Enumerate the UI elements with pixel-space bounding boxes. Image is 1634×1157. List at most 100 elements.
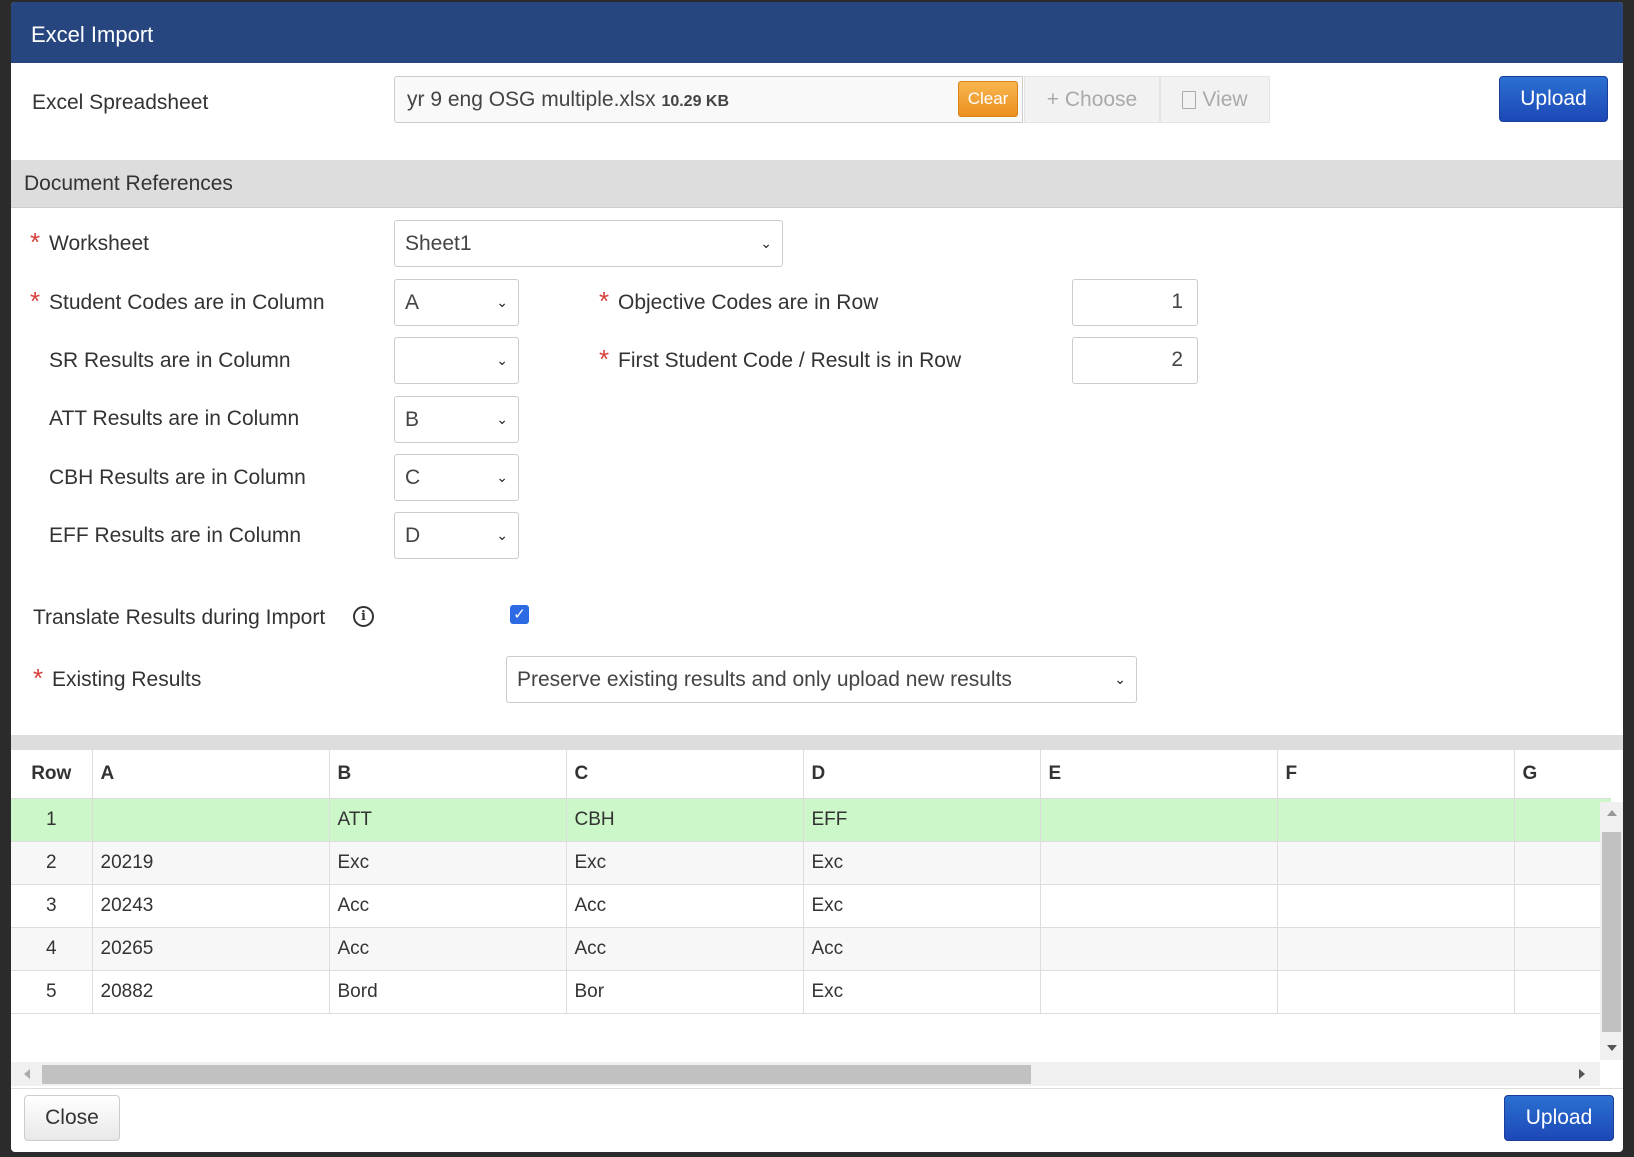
cbh-select[interactable]: C ⌄	[394, 454, 519, 501]
scroll-right-icon[interactable]	[1579, 1069, 1585, 1079]
file-name: yr 9 eng OSG multiple.xlsx	[407, 88, 656, 111]
table-cell: Exc	[329, 841, 567, 885]
upload-top-button[interactable]: Upload	[1499, 76, 1608, 122]
table-cell: 20265	[92, 927, 330, 971]
column-header[interactable]: A	[92, 750, 330, 799]
spreadsheet-label: Excel Spreadsheet	[32, 91, 209, 114]
horizontal-scroll-thumb[interactable]	[42, 1065, 1031, 1084]
dialog-title: Excel Import	[11, 2, 1623, 63]
preview-table: Row A B C D E F G 1 ATT CBH EFF 2 20219 Exc Exc…	[11, 750, 1611, 1014]
table-row[interactable]: 1 ATT CBH EFF	[11, 798, 1611, 842]
column-header[interactable]: B	[329, 750, 567, 799]
table-cell	[1277, 970, 1515, 1014]
view-label: View	[1202, 87, 1248, 111]
table-cell: 20219	[92, 841, 330, 885]
first-student-row-label: * First Student Code / Result is in Row	[599, 344, 962, 374]
file-display: yr 9 eng OSG multiple.xlsx 10.29 KB Clea…	[394, 76, 1023, 123]
translate-label: Translate Results during Import	[33, 606, 326, 629]
table-cell	[1040, 927, 1278, 971]
table-cell	[1277, 927, 1515, 971]
required-icon: *	[30, 227, 41, 257]
table-cell: EFF	[803, 798, 1041, 842]
cbh-label: CBH Results are in Column	[49, 466, 306, 489]
chevron-down-icon: ⌄	[496, 294, 508, 310]
objective-row-input[interactable]: 1	[1072, 279, 1198, 326]
worksheet-label: * Worksheet	[30, 227, 149, 257]
eff-select[interactable]: D ⌄	[394, 512, 519, 559]
table-cell: Bord	[329, 970, 567, 1014]
footer-divider	[11, 1088, 1623, 1089]
file-size: 10.29 KB	[661, 93, 730, 110]
required-icon: *	[30, 286, 41, 316]
worksheet-select[interactable]: Sheet1 ⌄	[394, 220, 783, 267]
table-row[interactable]: 4 20265 Acc Acc Acc	[11, 927, 1611, 971]
vertical-scroll-thumb[interactable]	[1602, 832, 1621, 1032]
column-header[interactable]: D	[803, 750, 1041, 799]
table-cell: 3	[11, 884, 93, 928]
vertical-scrollbar[interactable]	[1600, 802, 1623, 1060]
table-cell	[1277, 884, 1515, 928]
chevron-down-icon: ⌄	[760, 235, 772, 251]
table-cell: CBH	[566, 798, 804, 842]
scroll-left-icon[interactable]	[24, 1069, 30, 1079]
table-row[interactable]: 2 20219 Exc Exc Exc	[11, 841, 1611, 885]
table-cell: Acc	[803, 927, 1041, 971]
table-row[interactable]: 3 20243 Acc Acc Exc	[11, 884, 1611, 928]
objective-row-label: * Objective Codes are in Row	[599, 286, 879, 316]
info-icon[interactable]: i	[353, 606, 374, 627]
choose-button[interactable]: + Choose	[1024, 76, 1160, 123]
table-cell	[1514, 798, 1611, 842]
table-cell: Exc	[803, 970, 1041, 1014]
column-header[interactable]: G	[1514, 750, 1611, 799]
chevron-down-icon: ⌄	[1114, 671, 1126, 687]
table-cell	[1040, 970, 1278, 1014]
translate-checkbox[interactable]: ✓	[510, 605, 529, 624]
view-button[interactable]: View	[1160, 76, 1270, 123]
preview-table-container: Row A B C D E F G 1 ATT CBH EFF 2 20219 Exc Exc…	[11, 750, 1611, 1060]
table-cell: 20882	[92, 970, 330, 1014]
student-codes-select[interactable]: A ⌄	[394, 279, 519, 326]
excel-import-dialog: Excel Import Excel Spreadsheet yr 9 eng …	[11, 2, 1623, 1152]
clear-button[interactable]: Clear	[958, 81, 1018, 117]
table-cell	[1514, 970, 1611, 1014]
table-cell: 2	[11, 841, 93, 885]
column-header[interactable]: C	[566, 750, 804, 799]
table-row[interactable]: 5 20882 Bord Bor Exc	[11, 970, 1611, 1014]
column-header[interactable]: E	[1040, 750, 1278, 799]
horizontal-scrollbar[interactable]	[11, 1062, 1600, 1086]
table-cell	[1277, 798, 1515, 842]
existing-results-label: * Existing Results	[33, 663, 202, 693]
divider	[11, 735, 1623, 750]
required-icon: *	[599, 286, 610, 316]
chevron-down-icon: ⌄	[496, 411, 508, 427]
section-document-references: Document References	[11, 160, 1623, 208]
close-button[interactable]: Close	[24, 1095, 120, 1141]
table-cell	[1040, 884, 1278, 928]
att-select[interactable]: B ⌄	[394, 396, 519, 443]
table-cell	[92, 798, 330, 842]
scroll-down-icon[interactable]	[1607, 1045, 1617, 1051]
table-cell: Acc	[566, 884, 804, 928]
file-icon	[1182, 90, 1197, 109]
existing-results-select[interactable]: Preserve existing results and only uploa…	[506, 656, 1137, 703]
required-icon: *	[599, 344, 610, 374]
scroll-up-icon[interactable]	[1607, 810, 1617, 816]
table-cell: 4	[11, 927, 93, 971]
table-cell	[1514, 884, 1611, 928]
table-cell: Bor	[566, 970, 804, 1014]
chevron-down-icon: ⌄	[496, 527, 508, 543]
upload-button[interactable]: Upload	[1504, 1095, 1614, 1141]
sr-select[interactable]: ⌄	[394, 337, 519, 384]
table-cell	[1040, 841, 1278, 885]
table-cell: 5	[11, 970, 93, 1014]
column-header[interactable]: Row	[11, 750, 93, 799]
att-label: ATT Results are in Column	[49, 407, 300, 430]
table-cell: ATT	[329, 798, 567, 842]
table-header-row: Row A B C D E F G	[11, 750, 1611, 799]
first-student-row-input[interactable]: 2	[1072, 337, 1198, 384]
table-cell	[1277, 841, 1515, 885]
chevron-down-icon: ⌄	[496, 352, 508, 368]
table-cell: Acc	[329, 927, 567, 971]
column-header[interactable]: F	[1277, 750, 1515, 799]
table-cell: Exc	[803, 841, 1041, 885]
